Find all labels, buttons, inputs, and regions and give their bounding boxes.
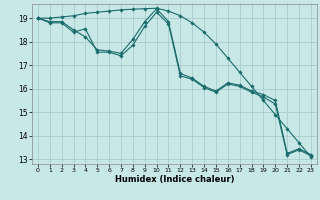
X-axis label: Humidex (Indice chaleur): Humidex (Indice chaleur) [115, 175, 234, 184]
